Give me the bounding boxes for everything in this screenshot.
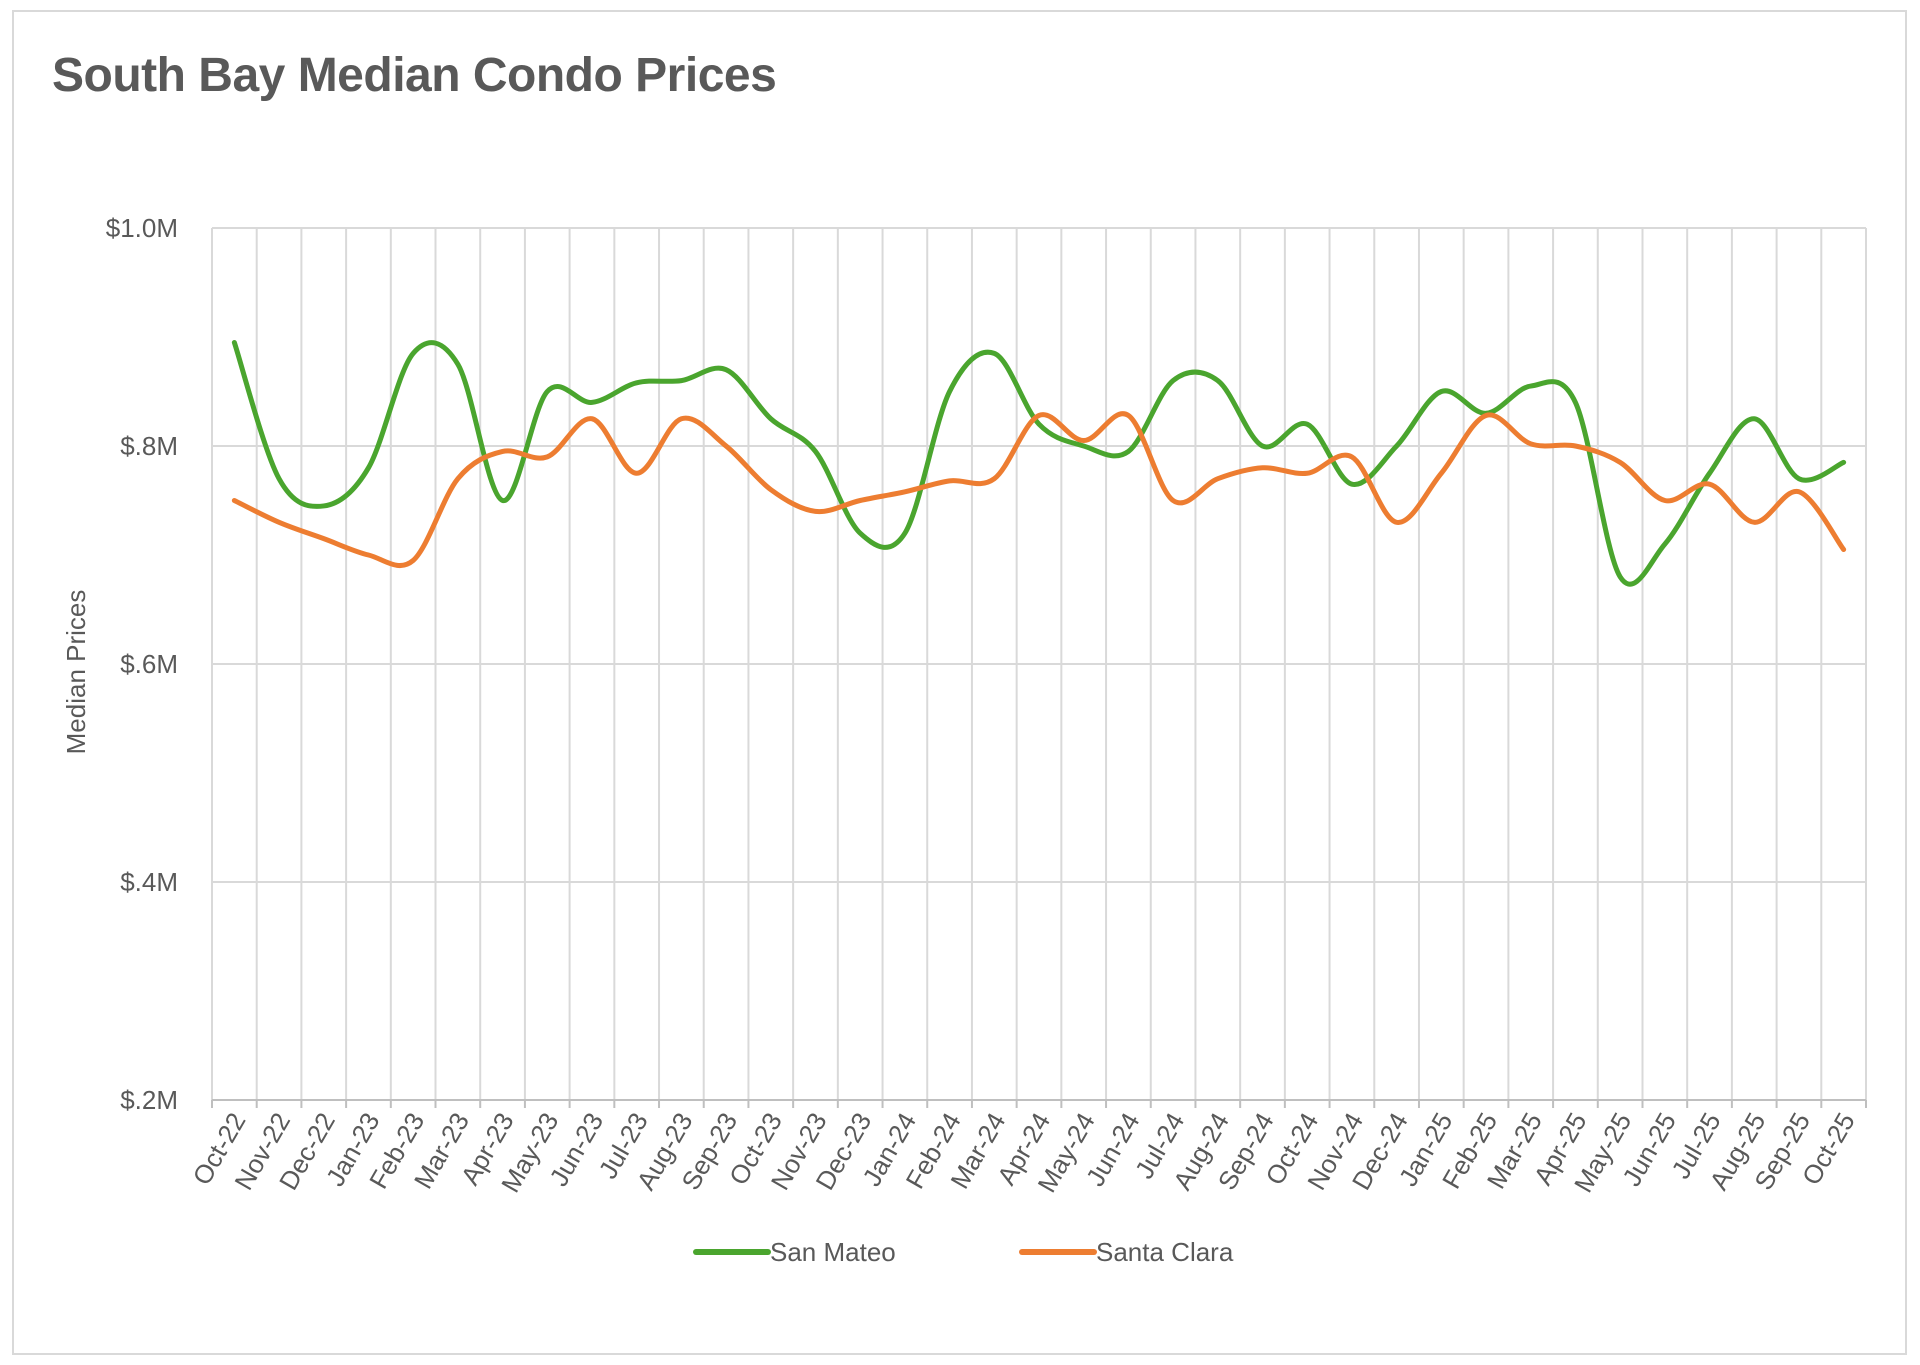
- chart-frame: [12, 10, 1907, 1355]
- x-axis-tick-labels: Oct-22Nov-22Dec-22Jan-23Feb-23Mar-23Apr-…: [187, 1107, 1861, 1197]
- grid-layer: [211, 227, 1867, 1108]
- legend-label: San Mateo: [770, 1237, 896, 1267]
- series-layer: [231, 339, 1847, 587]
- y-tick-label: $.8M: [120, 431, 178, 461]
- y-tick-label: $.6M: [120, 649, 178, 679]
- series-line-santa-clara: [231, 411, 1847, 568]
- y-tick-label: $1.0M: [106, 213, 178, 243]
- y-axis-tick-labels: $.2M $.4M $.6M $.8M $1.0M: [106, 213, 178, 1115]
- legend-label: Santa Clara: [1096, 1237, 1234, 1267]
- chart-title: South Bay Median Condo Prices: [52, 49, 777, 102]
- series-line-san-mateo: [231, 339, 1847, 587]
- y-tick-label: $.2M: [120, 1085, 178, 1115]
- y-tick-label: $.4M: [120, 867, 178, 897]
- legend: San Mateo Santa Clara: [693, 1237, 1234, 1267]
- y-axis-title: Median Prices: [61, 590, 91, 755]
